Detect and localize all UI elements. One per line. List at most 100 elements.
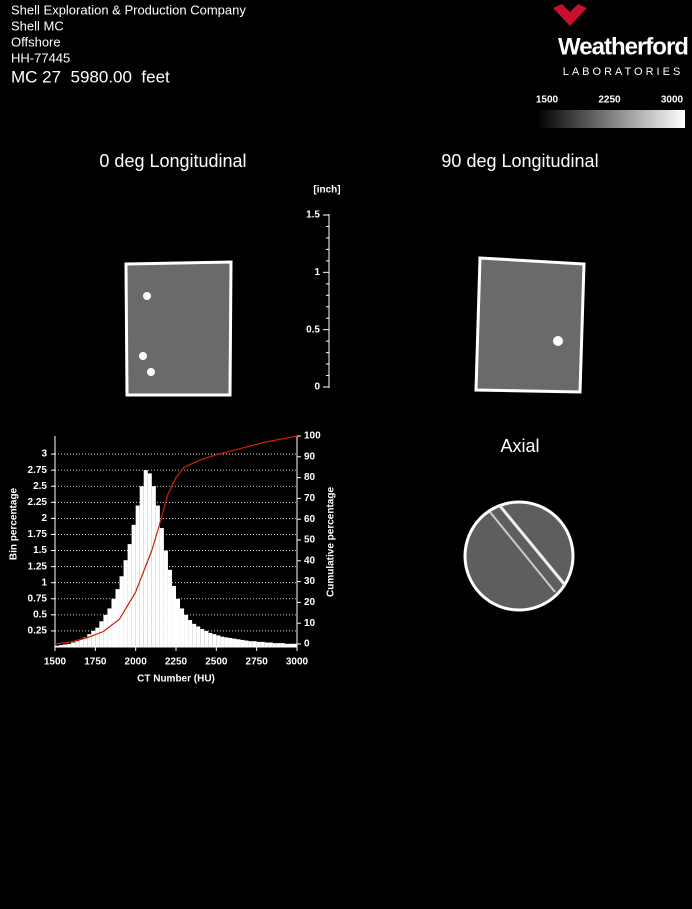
y2-tick-label: 0: [304, 639, 310, 650]
header-line: Shell Exploration & Production Company: [11, 2, 246, 17]
bar: [127, 544, 132, 647]
bar: [167, 569, 172, 647]
scale-tick-label: 0.5: [306, 324, 320, 335]
y2-tick-label: 10: [304, 618, 316, 629]
bar: [204, 630, 209, 647]
ct-feature: [139, 352, 147, 360]
bar: [95, 627, 100, 647]
y-axis-label: Bin percentage: [9, 487, 20, 560]
bar: [55, 645, 60, 647]
bar: [123, 560, 128, 647]
bar: [248, 641, 253, 647]
bar: [135, 505, 140, 647]
view-title: 0 deg Longitudinal: [99, 151, 246, 171]
colorbar-tick: 3000: [661, 95, 684, 106]
bar: [280, 643, 285, 647]
header-line: Offshore: [11, 34, 61, 49]
bar: [103, 614, 108, 647]
ct-slice-90: [474, 256, 586, 394]
x-tick-label: 1750: [84, 657, 107, 668]
bar: [268, 642, 273, 647]
y-tick-label: 1.5: [33, 545, 47, 556]
bar: [171, 585, 176, 647]
bar: [228, 637, 233, 647]
bar: [192, 623, 197, 647]
bar: [143, 470, 148, 647]
bar: [212, 634, 217, 647]
ct-slice-0: [124, 260, 233, 397]
bar: [288, 643, 293, 647]
bar: [83, 637, 88, 647]
bar: [276, 643, 281, 647]
y2-tick-label: 90: [304, 451, 316, 462]
bar: [119, 576, 124, 647]
bar: [63, 644, 68, 647]
y-tick-label: 1.75: [28, 529, 48, 540]
ct-feature: [143, 292, 151, 300]
y-tick-label: 0.75: [28, 593, 48, 604]
bar: [220, 636, 225, 647]
bar: [292, 643, 297, 647]
bar: [236, 639, 241, 647]
bar: [111, 598, 116, 647]
bar: [184, 614, 189, 647]
bar: [159, 528, 164, 647]
y-tick-label: 1.25: [28, 561, 48, 572]
y-tick-label: 2.25: [28, 497, 48, 508]
y2-axis-label: Cumulative percentage: [326, 487, 337, 597]
bar: [176, 598, 181, 647]
bar: [260, 641, 265, 647]
bar: [87, 634, 92, 647]
logo-mark: [553, 4, 587, 26]
x-axis-label: CT Number (HU): [137, 674, 215, 685]
y-tick-label: 3: [41, 449, 47, 460]
y-tick-label: 0.5: [33, 609, 47, 620]
scale-tick-label: 0: [314, 382, 320, 393]
ct-feature: [553, 336, 563, 346]
bar: [272, 643, 277, 647]
bar: [151, 486, 156, 647]
bar: [71, 642, 76, 647]
bar: [200, 628, 205, 647]
bar: [99, 621, 104, 647]
bar: [115, 589, 120, 647]
bar: [75, 641, 80, 647]
y2-tick-label: 40: [304, 555, 316, 566]
x-tick-label: 2250: [165, 657, 188, 668]
colorbar-tick: 2250: [598, 95, 621, 106]
colorbar: [537, 110, 685, 128]
view-title: 90 deg Longitudinal: [441, 151, 598, 171]
x-tick-label: 2000: [125, 657, 148, 668]
y2-tick-label: 100: [304, 431, 321, 442]
ct-feature: [147, 368, 155, 376]
bar: [79, 639, 84, 647]
header-line: HH-77445: [11, 50, 70, 65]
ct-fracture: [498, 505, 567, 586]
bar: [240, 639, 245, 647]
ct-fracture: [489, 511, 556, 593]
bar: [256, 641, 261, 647]
bar: [208, 632, 213, 647]
bar: [59, 645, 64, 647]
bar: [188, 619, 193, 647]
y-tick-label: 2.5: [33, 481, 47, 492]
bar: [224, 637, 229, 647]
ct-axial: [463, 500, 575, 612]
scale-tick-label: 1: [314, 267, 320, 278]
header-line: Shell MC: [11, 18, 64, 33]
bar: [131, 524, 136, 647]
x-tick-label: 2500: [205, 657, 228, 668]
view-title: Axial: [500, 436, 539, 456]
bar: [147, 473, 152, 647]
y2-tick-label: 70: [304, 493, 316, 504]
y-tick-label: 2.75: [28, 465, 48, 476]
bar: [91, 630, 96, 647]
x-tick-label: 3000: [286, 657, 309, 668]
logo-name: Weatherford: [558, 33, 688, 60]
colorbar-tick: 1500: [536, 95, 559, 106]
cumulative-line: [54, 435, 298, 645]
x-tick-label: 2750: [246, 657, 269, 668]
bar: [284, 643, 289, 647]
